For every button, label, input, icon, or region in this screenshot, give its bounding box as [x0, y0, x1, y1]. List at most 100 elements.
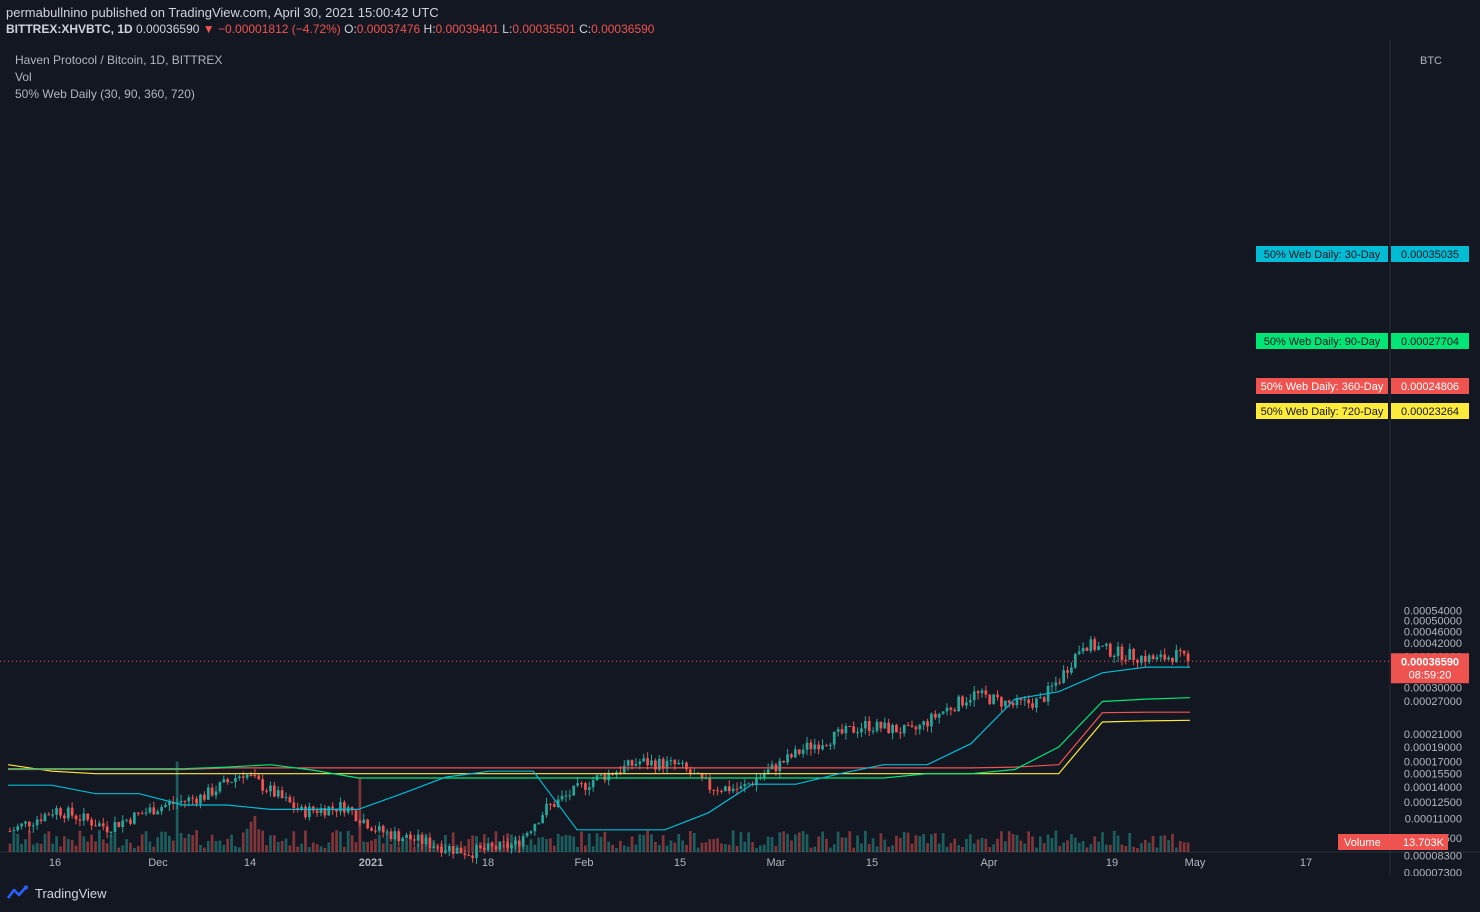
legend-title: Haven Protocol / Bitcoin, 1D, BITTREX — [15, 53, 223, 67]
candle-body — [708, 778, 712, 790]
volume-bar — [848, 831, 852, 852]
candle-body — [681, 762, 684, 764]
volume-bar — [782, 831, 786, 852]
candle-body — [416, 834, 420, 841]
candle-body — [1116, 646, 1120, 656]
volume-bar — [611, 844, 614, 852]
candle-body — [265, 790, 268, 792]
volume-bar — [1112, 830, 1116, 852]
candle-body — [809, 742, 813, 750]
volume-bar — [362, 841, 366, 852]
volume-bar — [43, 834, 47, 852]
legend-vol: Vol — [15, 70, 32, 84]
volume-bar — [191, 835, 195, 852]
volume-bar — [549, 838, 552, 852]
candle-body — [1151, 655, 1155, 660]
volume-bar — [377, 834, 381, 852]
candle-body — [269, 785, 272, 792]
volume-bar — [634, 844, 638, 852]
volume-bar — [704, 842, 708, 852]
volume-bar — [891, 845, 894, 852]
volume-bar — [31, 844, 35, 852]
candle-body — [941, 711, 945, 714]
volume-bar — [253, 815, 257, 852]
x-tick-label: 2021 — [359, 857, 383, 869]
candle-body — [654, 760, 657, 770]
volume-bar — [895, 835, 898, 852]
candle-body — [646, 758, 649, 766]
candle-body — [292, 802, 296, 809]
volume-bar — [1007, 831, 1011, 852]
candle-body — [1105, 643, 1108, 646]
volume-bar — [875, 846, 879, 852]
candle-body — [78, 819, 82, 821]
candle-body — [319, 807, 323, 814]
volume-bar — [1058, 846, 1062, 852]
candle-body — [397, 831, 401, 842]
candle-body — [735, 788, 739, 790]
price-chart[interactable]: 0.000540000.000500000.000460000.00042000… — [0, 40, 1480, 899]
candle-body — [354, 810, 358, 821]
candle-body — [1108, 643, 1112, 657]
candle-body — [910, 725, 914, 727]
candle-body — [1050, 685, 1054, 687]
volume-bar — [381, 843, 385, 852]
volume-bar — [529, 839, 533, 852]
candle-body — [39, 819, 43, 822]
volume-bar — [642, 834, 646, 852]
y-tick-label: 0.00050000 — [1404, 615, 1462, 627]
candle-body — [902, 724, 906, 734]
volume-bar — [1042, 843, 1046, 852]
candle-body — [712, 789, 716, 791]
volume-bar — [307, 847, 311, 852]
volume-bar — [494, 831, 498, 852]
volume-bar — [280, 840, 284, 852]
volume-bar — [758, 845, 762, 852]
volume-bar — [910, 843, 914, 852]
candle-body — [591, 780, 595, 788]
candle-body — [533, 824, 537, 832]
volume-bar — [8, 843, 12, 852]
volume-bar — [949, 842, 953, 852]
volume-bar — [1093, 836, 1097, 852]
candle-body — [342, 802, 346, 813]
chart-area[interactable]: 0.00054000 0.00050000 0.00046000 0.00042000… — [0, 40, 1480, 899]
candle-body — [70, 807, 74, 816]
volume-bar — [455, 844, 459, 852]
candle-body — [906, 724, 910, 726]
volume-bar — [619, 840, 622, 852]
candle-body — [1058, 682, 1062, 684]
volume-bar — [506, 833, 509, 852]
volume-bar — [552, 845, 556, 852]
volume-bar — [685, 844, 688, 852]
volume-bar — [681, 840, 684, 852]
volume-bar — [545, 838, 548, 852]
web-360-line — [8, 711, 1190, 771]
volume-bar — [941, 833, 945, 852]
volume-bar — [366, 842, 370, 852]
volume-bar — [1038, 836, 1042, 852]
close-label: C: — [579, 22, 592, 36]
tradingview-logo[interactable]: TradingView — [6, 885, 107, 901]
volume-bar — [945, 846, 949, 852]
volume-bar — [164, 831, 167, 852]
candle-body — [401, 838, 405, 842]
candle-body — [968, 700, 972, 703]
volume-bar — [202, 847, 206, 852]
volume-bar — [926, 843, 929, 852]
volume-bar — [237, 847, 241, 852]
candle-body — [517, 840, 521, 847]
volume-bar — [300, 843, 303, 852]
candle-body — [144, 812, 148, 814]
volume-bar — [24, 839, 27, 852]
volume-bar — [817, 836, 821, 852]
volume-bar — [144, 831, 148, 852]
volume-bar — [564, 835, 568, 852]
volume-bar — [568, 835, 572, 852]
candle-body — [922, 721, 926, 726]
volume-bar — [724, 844, 727, 852]
volume-bar — [20, 843, 23, 852]
volume-bar — [572, 836, 576, 852]
candle-body — [323, 807, 327, 816]
indicator-value-label: 0.00024806 — [1401, 381, 1459, 393]
